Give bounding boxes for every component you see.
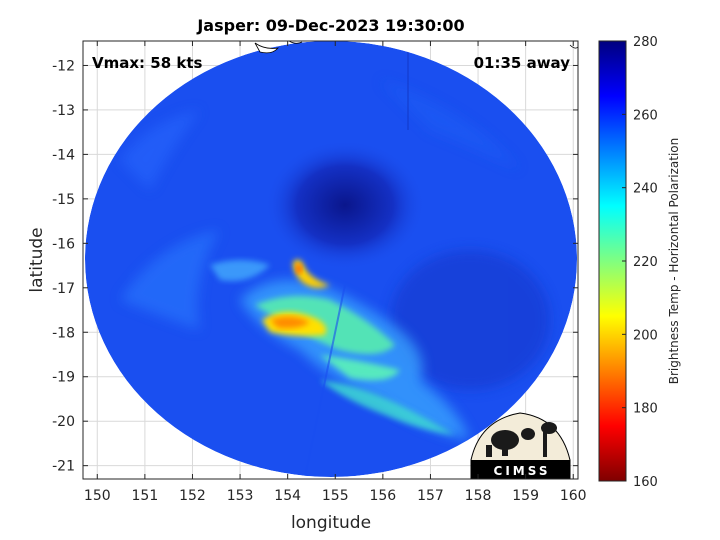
x-tick-label: 160 <box>560 488 587 504</box>
x-tick-label: 155 <box>322 488 349 504</box>
colorbar-tick-label: 280 <box>633 35 658 50</box>
y-tick-label: -19 <box>52 370 75 386</box>
y-tick-label: -14 <box>52 147 75 163</box>
colorbar-tick-label: 220 <box>633 255 658 270</box>
colorbar-tick-label: 200 <box>633 328 658 343</box>
x-tick-label: 156 <box>369 488 396 504</box>
y-tick-label: -13 <box>52 103 75 119</box>
colorbar-ticks: 160 180 200 220 240 260 280 <box>622 35 658 490</box>
y-axis-label: latitude <box>27 227 47 292</box>
x-tick-label: 151 <box>132 488 159 504</box>
y-tick-label: -12 <box>52 58 75 74</box>
y-tick-label: -16 <box>52 236 75 252</box>
y-tick-label: -15 <box>52 192 75 208</box>
logo-text: CIMSS <box>494 464 551 478</box>
time-away-label: 01:35 away <box>474 54 571 72</box>
cimss-logo: CIMSS <box>470 412 571 480</box>
vmax-label: Vmax: 58 kts <box>92 54 202 72</box>
x-tick-label: 150 <box>84 488 111 504</box>
plot-frame <box>82 40 579 480</box>
y-axis: -12 -13 -14 -15 -16 -17 -18 -19 -20 -21 <box>52 58 578 475</box>
x-tick-label: 158 <box>465 488 492 504</box>
colorbar-tick-label: 180 <box>633 402 658 417</box>
chart-title: Jasper: 09-Dec-2023 19:30:00 <box>196 16 464 35</box>
x-axis: 150 151 152 153 154 155 156 157 158 159 160 <box>84 41 587 504</box>
colorbar-tick-label: 160 <box>633 475 658 490</box>
x-tick-label: 154 <box>274 488 301 504</box>
brightness-swath <box>85 41 578 477</box>
colorbar-tick-label: 260 <box>633 108 658 123</box>
y-tick-label: -18 <box>52 325 75 341</box>
colorbar-gradient <box>598 40 627 482</box>
colorbar-label: Brightness Temp - Horizontal Polarizatio… <box>667 138 681 385</box>
x-tick-label: 153 <box>227 488 254 504</box>
colorbar-tick-label: 240 <box>633 182 658 197</box>
y-tick-label: -20 <box>52 414 75 430</box>
x-tick-label: 157 <box>417 488 444 504</box>
x-tick-label: 152 <box>179 488 206 504</box>
y-tick-label: -17 <box>52 281 75 297</box>
colorbar: 160 180 200 220 240 260 280 Brightness Temp - … <box>598 35 681 490</box>
y-tick-label: -21 <box>52 459 75 475</box>
x-axis-label: longitude <box>291 513 371 533</box>
x-tick-label: 159 <box>512 488 539 504</box>
